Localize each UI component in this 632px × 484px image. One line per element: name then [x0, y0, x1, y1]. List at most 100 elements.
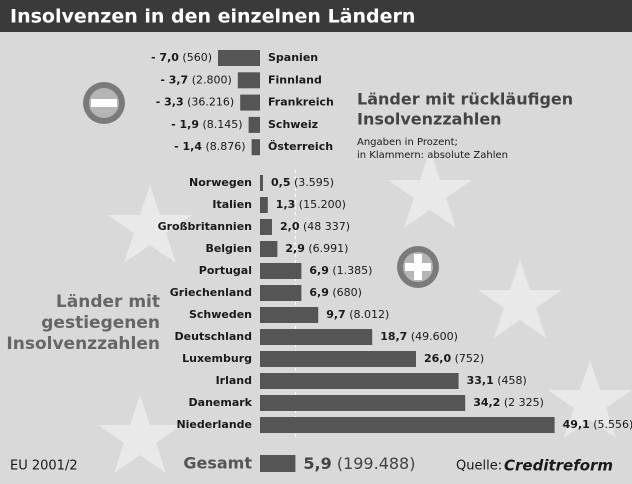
value-label: 2,9 (6.991) [285, 242, 348, 255]
category-label: Norwegen [189, 176, 252, 189]
category-label: Deutschland [175, 330, 252, 343]
value-number: 34,2 [473, 396, 500, 409]
bar [260, 395, 466, 411]
absolute-number: (2.800) [192, 73, 232, 86]
absolute-number: (2 325) [504, 396, 544, 409]
annotation-line: gestiegenen [41, 313, 160, 333]
absolute-number: (6.991) [308, 242, 348, 255]
bar [260, 329, 373, 345]
footer: EU 2001/2 [10, 459, 78, 474]
bar [260, 175, 263, 191]
value-label: 9,7 (8.012) [326, 308, 389, 321]
source: Creditreform [504, 457, 613, 475]
annotation-note: Angaben in Prozent; in Klammern: absolute… [357, 137, 508, 161]
value-number: 26,0 [424, 352, 451, 365]
absolute-number: (15.200) [299, 198, 346, 211]
plus-icon [397, 246, 439, 288]
stars [98, 150, 632, 473]
value-label: 2,0 (48 337) [280, 220, 350, 233]
category-label: Österreich [268, 139, 333, 153]
total-absolute: (199.488) [337, 454, 416, 473]
category-label: Spanien [268, 51, 318, 64]
bar [260, 373, 459, 389]
absolute-number: (48 337) [303, 220, 350, 233]
chart-title: Insolvenzen in den einzelnen Ländern [10, 6, 415, 28]
value-number: 9,7 [326, 308, 346, 321]
category-label: Griechenland [170, 286, 252, 299]
total-value-label: 5,9 (199.488) [303, 454, 415, 473]
bar [260, 285, 302, 301]
category-label: Finnland [268, 73, 322, 86]
category-label: Italien [212, 198, 252, 211]
value-label: 6,9 (680) [309, 286, 362, 299]
value-number: - 3,3 [156, 96, 184, 109]
annotation-line: Angaben in Prozent; [357, 137, 458, 148]
absolute-number: (560) [182, 51, 212, 64]
value-number: - 1,4 [174, 140, 202, 153]
bar [260, 197, 268, 213]
category-label: Luxemburg [182, 352, 252, 365]
annotation-line: Insolvenzzahlen [6, 334, 160, 354]
value-label: 6,9 (1.385) [309, 264, 372, 277]
absolute-number: (8.145) [203, 118, 243, 131]
category-label: Irland [216, 374, 252, 387]
total-label: Gesamt [183, 454, 252, 473]
value-label: 49,1 (5.556) [563, 418, 632, 431]
value-number: 49,1 [563, 418, 590, 431]
value-number: 0,5 [271, 176, 291, 189]
annotation-line: Länder mit [56, 292, 160, 312]
category-label: Niederlande [176, 418, 252, 431]
value-label: 33,1 (458) [467, 374, 527, 387]
value-label: - 7,0 (560) [151, 51, 212, 64]
bar [260, 351, 416, 367]
value-label: - 3,7 (2.800) [160, 73, 231, 86]
value-label: 34,2 (2 325) [473, 396, 544, 409]
value-number: 2,0 [280, 220, 300, 233]
bar [240, 94, 260, 111]
value-number: 2,9 [285, 242, 305, 255]
total-value: 5,9 [303, 454, 331, 473]
bar [248, 116, 260, 133]
annotation-line: Länder mit rückläufigen [357, 90, 573, 109]
value-number: - 7,0 [151, 51, 179, 64]
annotation-line: Insolvenzzahlen [357, 110, 502, 129]
absolute-number: (8.012) [349, 308, 389, 321]
minus-icon [83, 82, 125, 124]
absolute-number: (36.216) [187, 96, 234, 109]
absolute-number: (5.556) [593, 418, 632, 431]
bar [251, 139, 260, 156]
value-number: 6,9 [309, 264, 329, 277]
bar [260, 307, 319, 323]
value-number: 33,1 [467, 374, 494, 387]
source-label: Quelle: [456, 459, 502, 474]
value-label: 18,7 (49.600) [380, 330, 458, 343]
category-label: Schweiz [268, 118, 318, 131]
bar [260, 219, 272, 235]
absolute-number: (752) [455, 352, 485, 365]
title-bar [0, 0, 632, 32]
value-number: 1,3 [276, 198, 296, 211]
bar [260, 417, 555, 433]
bar [237, 72, 260, 89]
value-number: 6,9 [309, 286, 329, 299]
absolute-number: (49.600) [411, 330, 458, 343]
value-number: 18,7 [380, 330, 407, 343]
category-label: Schweden [189, 308, 252, 321]
category-label: Belgien [205, 242, 252, 255]
category-label: Großbritannien [158, 220, 252, 233]
value-label: 0,5 (3.595) [271, 176, 334, 189]
category-label: Danemark [189, 396, 253, 409]
absolute-number: (3.595) [294, 176, 334, 189]
annotation-line: in Klammern: absolute Zahlen [357, 150, 508, 161]
value-label: - 3,3 (36.216) [156, 96, 234, 109]
absolute-number: (680) [332, 286, 362, 299]
bar [260, 241, 278, 257]
value-number: - 1,9 [171, 118, 199, 131]
absolute-number: (8.876) [206, 140, 246, 153]
value-number: - 3,7 [160, 73, 188, 86]
total-bar [260, 455, 296, 472]
